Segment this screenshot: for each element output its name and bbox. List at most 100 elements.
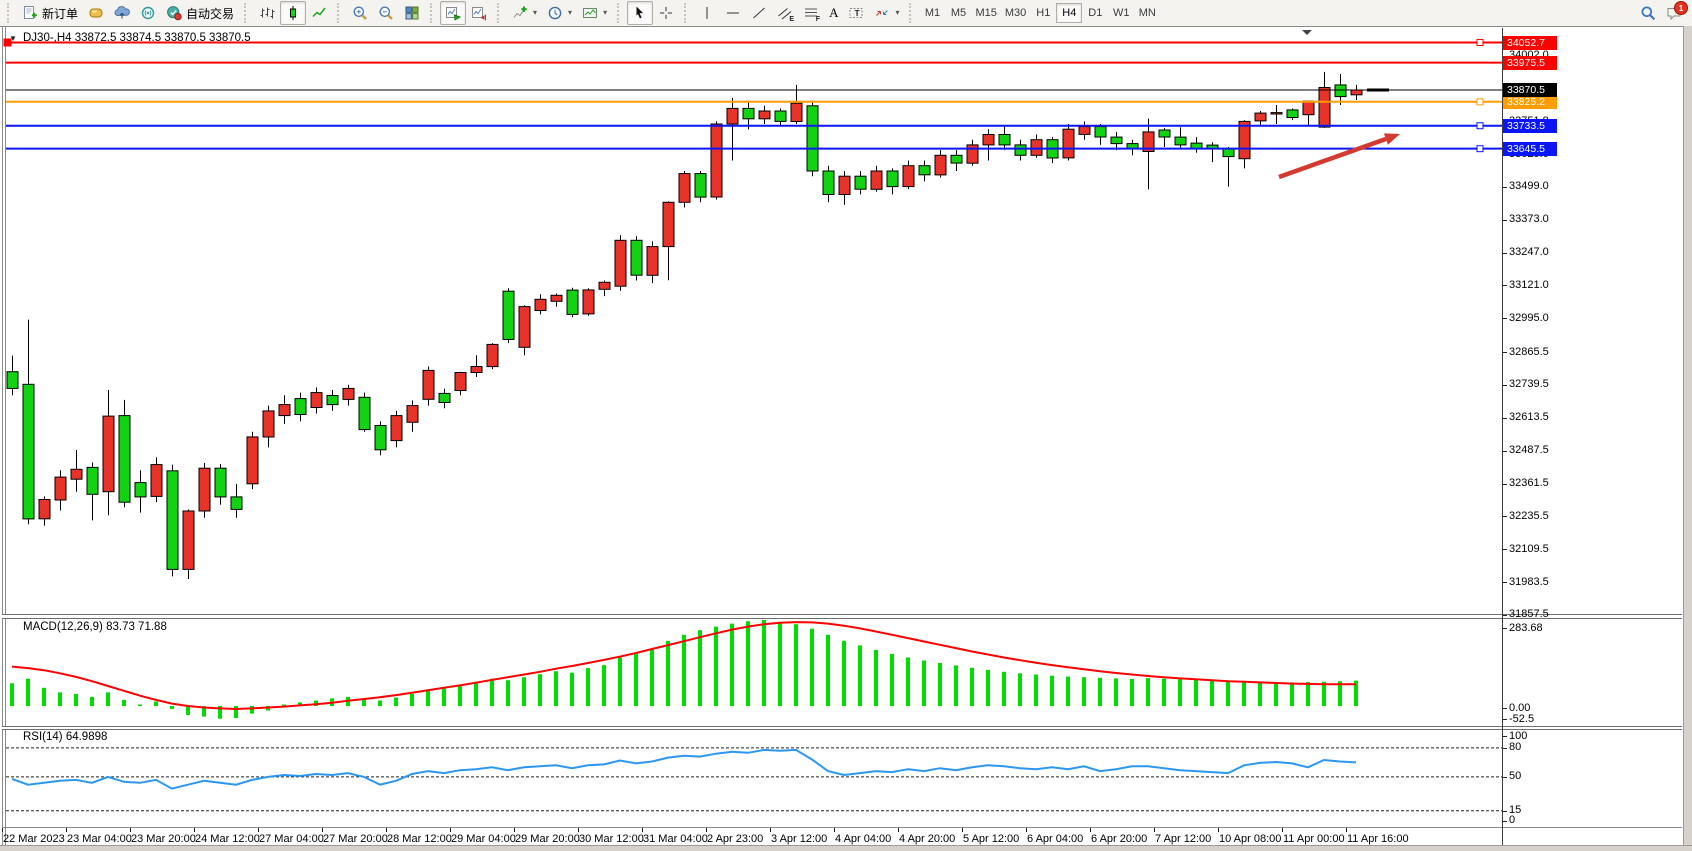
timeframe-M15[interactable]: M15	[975, 7, 997, 19]
periods-button[interactable]: ▾	[542, 1, 577, 25]
trend-arrow-annotation[interactable]	[1278, 133, 1400, 180]
time-label: 24 Mar 12:00	[195, 833, 260, 845]
chart-shift-marker[interactable]	[1302, 30, 1312, 35]
cursor-tool-button[interactable]	[627, 1, 654, 25]
time-tick-mark	[1346, 828, 1347, 832]
time-axis[interactable]: 22 Mar 2023 23 Mar 04:00 23 Mar 20:00 24 Ma…	[0, 827, 1502, 845]
auto-scroll-button[interactable]	[440, 1, 467, 25]
price-tick-mark	[1503, 252, 1507, 254]
crosshair-tool-button[interactable]	[653, 1, 679, 25]
time-tick-mark	[898, 828, 899, 832]
timeframe-H4[interactable]: H4	[1056, 3, 1083, 23]
hline-33645.5[interactable]	[6, 145, 1502, 153]
time-label: 6 Apr 20:00	[1091, 833, 1148, 845]
bar-chart-mode-button[interactable]	[254, 1, 280, 25]
timeframe-M30[interactable]: M30	[1004, 7, 1027, 19]
indicators-button[interactable]: ▾	[507, 1, 542, 25]
bid-price-badge: 33870.5	[1503, 83, 1557, 97]
candlestick-icon	[285, 5, 301, 21]
title-dropdown-icon[interactable]: ▼	[9, 34, 17, 43]
line-chart-icon	[311, 5, 327, 21]
zoom-in-icon	[352, 5, 368, 21]
rsi-pane[interactable]	[0, 730, 1503, 827]
timeframe-MN[interactable]: MN	[1138, 7, 1156, 19]
main-chart-pane[interactable]	[0, 28, 1503, 614]
chart-shift-button[interactable]	[466, 1, 492, 25]
time-label: 2 Apr 23:00	[707, 833, 764, 845]
notifications-button[interactable]: 1	[1666, 1, 1688, 21]
templates-button[interactable]: ▾	[577, 1, 612, 25]
channel-tool-button[interactable]: E	[772, 1, 798, 25]
cursor-icon	[632, 5, 648, 21]
pane-separator[interactable]	[2, 614, 1682, 619]
price-tick-label: 32865.5	[1509, 345, 1549, 358]
zoom-out-button[interactable]	[373, 1, 399, 25]
arrows-tool-button[interactable]: ▾	[869, 1, 904, 25]
hline-33733.5[interactable]	[6, 122, 1502, 130]
rsi-scale-label: 15	[1509, 804, 1522, 817]
crosshair-icon	[658, 5, 674, 21]
macd-pane[interactable]	[0, 619, 1503, 726]
toolbar-grip[interactable]	[909, 3, 914, 23]
new-order-button[interactable]: 新订单	[17, 1, 83, 25]
gold-tool-button[interactable]	[83, 1, 109, 25]
timeframe-W1[interactable]: W1	[1113, 7, 1130, 19]
bid-price-line	[6, 88, 1502, 92]
text-tool-button[interactable]: A	[824, 1, 843, 25]
publish-button[interactable]	[109, 1, 135, 25]
time-tick-mark	[258, 828, 259, 832]
price-tick-mark	[1503, 450, 1507, 452]
price-tick-mark	[1503, 384, 1507, 386]
time-tick-mark	[1282, 828, 1283, 832]
zoom-in-button[interactable]	[347, 1, 373, 25]
rsi-line	[11, 748, 1357, 790]
hline-33825.2[interactable]	[6, 98, 1502, 106]
search-icon[interactable]	[1640, 5, 1656, 21]
vertical-line-tool-button[interactable]	[694, 1, 720, 25]
line-chart-mode-button[interactable]	[306, 1, 332, 25]
time-tick-mark	[834, 828, 835, 832]
timeframe-D1[interactable]: D1	[1088, 7, 1103, 19]
webphone-button[interactable]	[135, 1, 161, 25]
rsi-tick-mark	[1503, 810, 1507, 812]
timeframe-H1[interactable]: H1	[1036, 7, 1051, 19]
timeframe-M1[interactable]: M1	[924, 7, 941, 19]
new-order-icon	[22, 5, 38, 21]
toolbar-grip[interactable]	[337, 3, 342, 23]
time-tick-mark	[770, 828, 771, 832]
pane-separator[interactable]	[2, 726, 1682, 730]
toolbar-grip[interactable]	[430, 3, 435, 23]
label-tool-icon: T	[848, 5, 864, 21]
trendline-tool-button[interactable]	[746, 1, 772, 25]
toolbar-grip[interactable]	[684, 3, 689, 23]
time-tick-mark	[578, 828, 579, 832]
toolbar-grip[interactable]	[497, 3, 502, 23]
window-left-border	[2, 27, 3, 845]
macd-signal-line	[11, 621, 1356, 711]
auto-trading-button[interactable]: 自动交易	[161, 1, 239, 25]
toolbar-grip[interactable]	[7, 3, 12, 23]
price-tick-label: 32235.5	[1509, 509, 1549, 522]
toolbar-grip[interactable]	[244, 3, 249, 23]
toolbar: 新订单 自动交易	[0, 0, 1692, 26]
rsi-tick-mark	[1503, 820, 1507, 822]
horizontal-line-tool-button[interactable]	[720, 1, 746, 25]
tile-windows-icon	[404, 5, 420, 21]
label-tool-button[interactable]: T	[843, 1, 869, 25]
rsi-tick-mark	[1503, 736, 1507, 737]
arrows-icon	[874, 5, 890, 21]
rsi-scale-label: 100	[1509, 729, 1528, 742]
tile-windows-button[interactable]	[399, 1, 425, 25]
time-tick-mark	[2, 828, 3, 832]
price-tick-mark	[1503, 582, 1507, 583]
rsi-scale-label: 0	[1509, 814, 1516, 827]
timeframe-M5[interactable]: M5	[950, 7, 967, 19]
price-tick-mark	[1503, 549, 1507, 551]
candlestick-mode-button[interactable]	[280, 1, 307, 25]
hline-34052.7[interactable]	[3, 38, 1502, 47]
price-tick-label: 32487.5	[1509, 444, 1549, 457]
fibonacci-tool-button[interactable]: F	[798, 1, 824, 25]
price-tick-mark	[1503, 516, 1507, 518]
price-tick-mark	[1503, 186, 1507, 188]
toolbar-grip[interactable]	[617, 3, 622, 23]
